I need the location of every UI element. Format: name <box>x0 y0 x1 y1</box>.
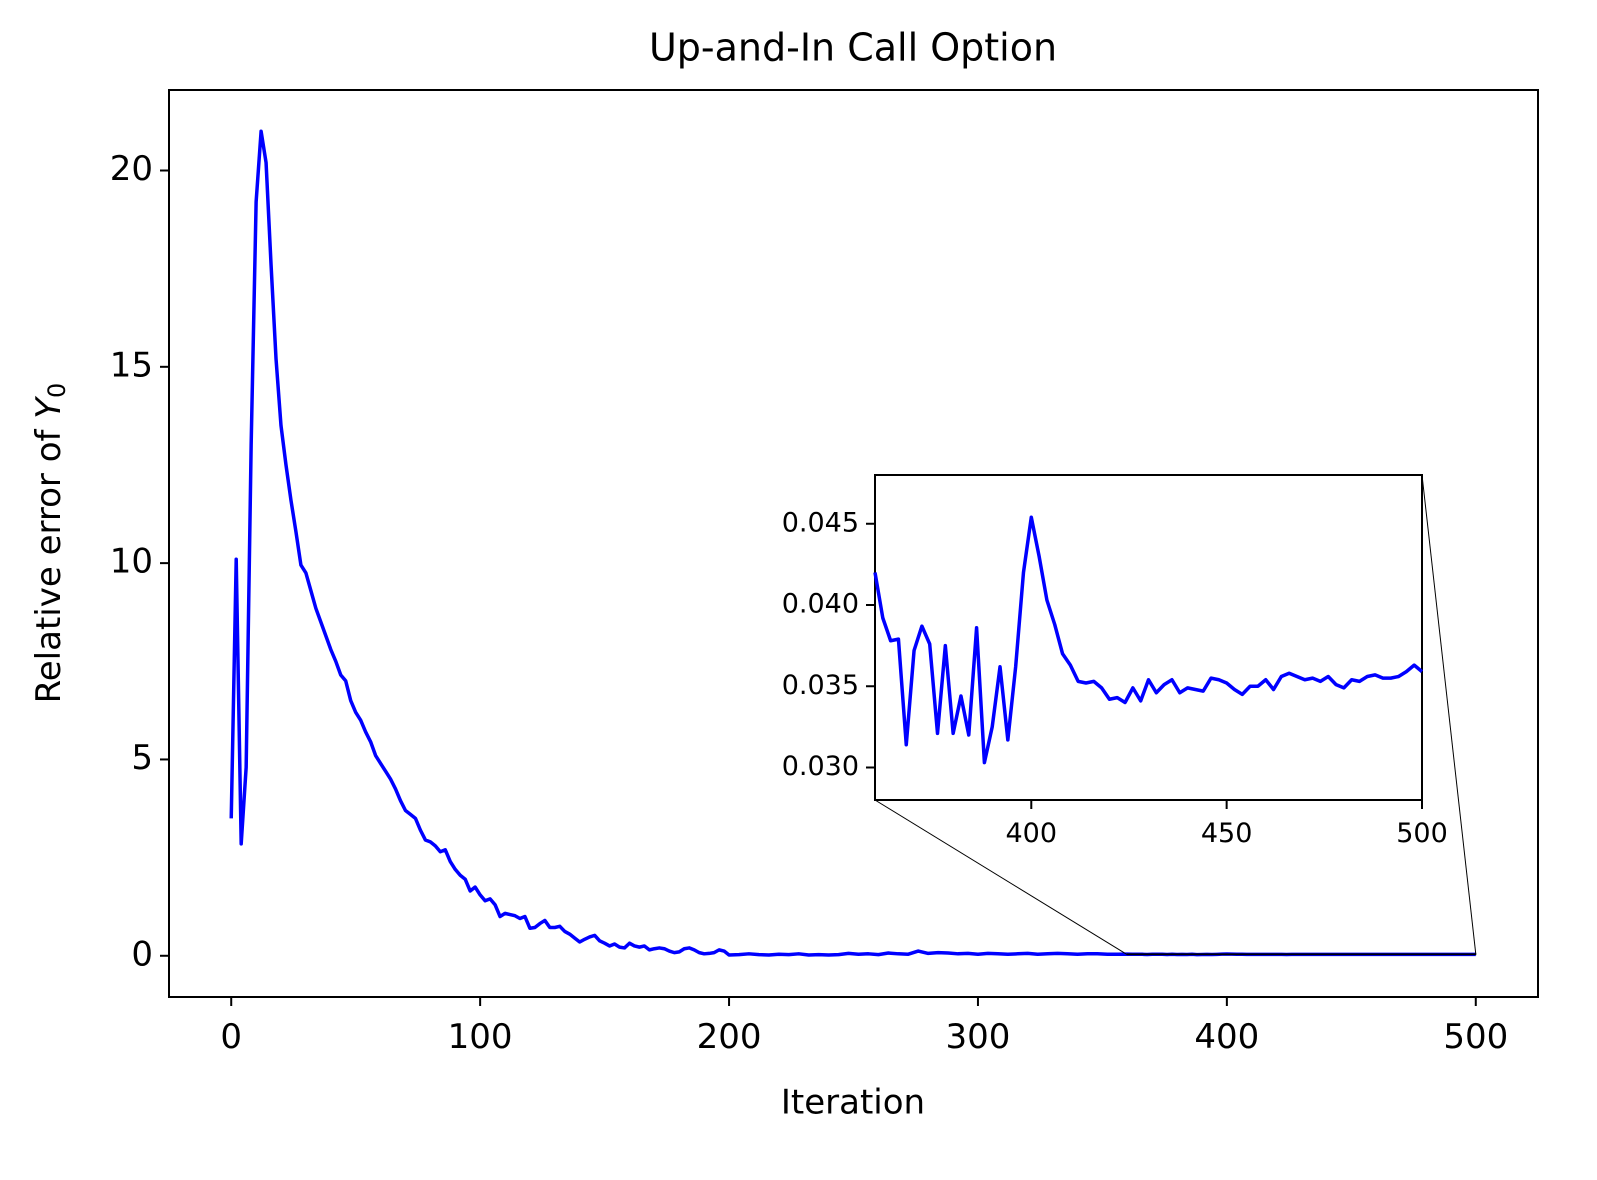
x-tick-label: 400 <box>1194 1017 1259 1057</box>
x-tick-label: 100 <box>448 1017 513 1057</box>
y-tick-label: 20 <box>110 149 153 189</box>
y-tick-label: 0.045 <box>782 507 859 538</box>
y-tick-label: 15 <box>110 345 153 385</box>
y-tick-label: 0.040 <box>782 589 859 620</box>
zoom-connector <box>1421 474 1477 954</box>
inset-line <box>873 515 1424 765</box>
x-tick-label: 450 <box>1201 818 1253 849</box>
y-tick-label: 0.035 <box>782 670 859 701</box>
y-tick-label: 0.030 <box>782 751 859 782</box>
x-tick-label: 400 <box>1006 818 1058 849</box>
y-axis-label-symbol: Y <box>29 396 69 419</box>
x-tick-label: 200 <box>697 1017 762 1057</box>
x-axis-label: Iteration <box>781 1083 925 1123</box>
x-tick-label: 300 <box>946 1017 1011 1057</box>
zoom-region <box>1126 953 1477 956</box>
x-tick-label: 500 <box>1443 1017 1508 1057</box>
axes-frame <box>874 474 1423 801</box>
x-tick-label: 0 <box>220 1017 242 1057</box>
zoom-connector <box>874 799 1128 956</box>
y-tick-label: 10 <box>110 542 153 582</box>
x-tick-label: 500 <box>1396 818 1448 849</box>
y-axis-label-subscript: 0 <box>43 383 71 398</box>
y-axis-label: Relative error of Y0 <box>29 383 72 704</box>
chart-title: Up-and-In Call Option <box>649 26 1057 70</box>
y-axis-label-text: Relative error of <box>29 419 69 704</box>
y-tick-label: 5 <box>131 738 153 778</box>
y-tick-label: 0 <box>131 934 153 974</box>
